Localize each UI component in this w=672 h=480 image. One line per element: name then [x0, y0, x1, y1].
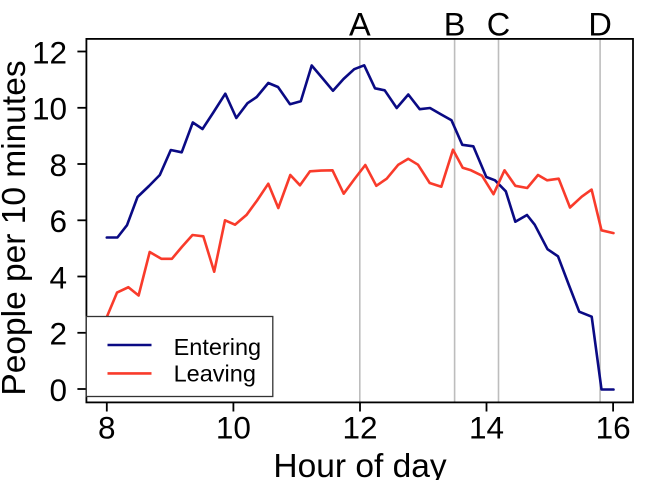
svg-text:C: C	[487, 7, 510, 43]
svg-text:Leaving: Leaving	[174, 360, 256, 386]
svg-text:12: 12	[342, 409, 377, 445]
svg-text:12: 12	[32, 34, 67, 70]
svg-text:B: B	[444, 7, 466, 43]
svg-text:8: 8	[98, 409, 116, 445]
svg-text:4: 4	[49, 259, 67, 295]
svg-text:10: 10	[32, 91, 67, 127]
svg-text:0: 0	[49, 372, 67, 408]
svg-text:14: 14	[469, 409, 504, 445]
svg-text:Entering: Entering	[174, 334, 262, 360]
svg-text:D: D	[588, 7, 611, 43]
svg-text:16: 16	[596, 409, 631, 445]
svg-text:6: 6	[49, 203, 67, 239]
svg-text:Hour of day: Hour of day	[273, 448, 446, 480]
svg-text:2: 2	[49, 316, 67, 352]
svg-text:10: 10	[216, 409, 251, 445]
svg-text:People per 10 minutes: People per 10 minutes	[0, 60, 33, 395]
svg-text:8: 8	[49, 147, 67, 183]
svg-text:A: A	[349, 7, 371, 43]
